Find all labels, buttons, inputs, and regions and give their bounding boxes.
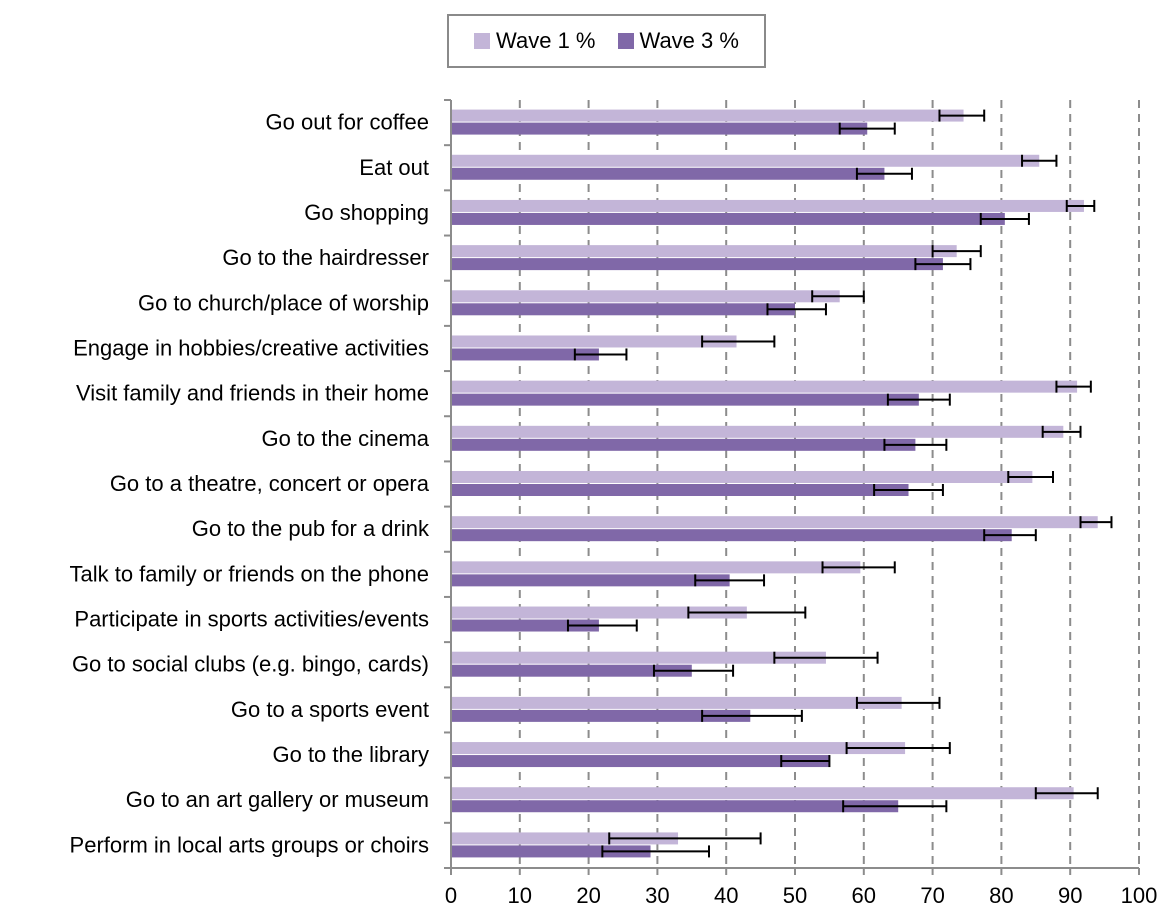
x-tick-label: 100 [1121, 883, 1158, 908]
x-tick-label: 80 [989, 883, 1013, 908]
bar-wave3 [451, 529, 1012, 542]
bar-wave1 [451, 380, 1078, 393]
category-label: Go to the library [272, 742, 429, 767]
x-tick-label: 10 [508, 883, 532, 908]
x-tick-label: 0 [445, 883, 457, 908]
bar-wave3 [451, 755, 830, 768]
category-label: Perform in local arts groups or choirs [70, 832, 429, 857]
bar-wave3 [451, 574, 730, 587]
bar-wave3 [451, 845, 651, 858]
bar-wave3 [451, 619, 599, 632]
bar-wave1 [451, 425, 1064, 438]
bar-wave3 [451, 167, 885, 180]
category-label: Go to church/place of worship [138, 290, 429, 315]
x-tick-label: 20 [576, 883, 600, 908]
category-label: Go out for coffee [266, 110, 429, 135]
bar-wave3 [451, 484, 909, 496]
x-tick-label: 30 [645, 883, 669, 908]
bar-wave3 [451, 438, 916, 451]
bar-wave3 [451, 212, 1005, 225]
bar-wave1 [451, 651, 826, 664]
category-label: Go to an art gallery or museum [126, 787, 429, 812]
legend-label-wave3: Wave 3 % [639, 28, 739, 53]
bar-wave3 [451, 348, 599, 361]
bar-wave3 [451, 258, 943, 271]
x-tick-label: 50 [783, 883, 807, 908]
x-tick-label: 70 [920, 883, 944, 908]
bar-wave1 [451, 199, 1084, 212]
category-label: Talk to family or friends on the phone [69, 561, 429, 586]
legend-swatch-wave3 [617, 33, 634, 49]
category-label: Go to the cinema [261, 426, 429, 451]
category-label: Go to social clubs (e.g. bingo, cards) [72, 652, 429, 677]
category-label: Go to a theatre, concert or opera [110, 471, 430, 496]
bar-wave1 [451, 696, 902, 709]
bar-wave3 [451, 393, 919, 406]
legend: Wave 1 % Wave 3 % [447, 14, 766, 68]
category-label: Visit family and friends in their home [76, 381, 429, 406]
bar-wave1 [451, 561, 861, 574]
bar-wave1 [451, 787, 1074, 800]
bar-wave1 [451, 290, 840, 303]
bar-wave1 [451, 335, 737, 348]
x-tick-label: 60 [852, 883, 876, 908]
category-label: Participate in sports activities/events [74, 607, 429, 632]
category-label: Engage in hobbies/creative activities [73, 335, 429, 360]
bar-wave1 [451, 109, 964, 122]
category-label: Go to a sports event [231, 697, 429, 722]
bar-wave1 [451, 471, 1033, 483]
category-label: Go to the hairdresser [222, 245, 429, 270]
bar-wave3 [451, 122, 868, 135]
legend-item-wave1: Wave 1 % [474, 28, 596, 54]
bar-wave1 [451, 742, 906, 755]
bar-wave3 [451, 800, 899, 813]
bar-wave1 [451, 245, 957, 258]
bar-wave1 [451, 832, 679, 845]
bar-wave3 [451, 709, 751, 722]
category-label: Eat out [359, 155, 429, 180]
x-tick-label: 90 [1058, 883, 1082, 908]
legend-item-wave3: Wave 3 % [617, 28, 739, 54]
bar-wave3 [451, 303, 795, 316]
category-label: Go shopping [304, 200, 429, 225]
x-tick-label: 40 [714, 883, 738, 908]
bar-wave1 [451, 606, 747, 619]
legend-swatch-wave1 [474, 33, 491, 49]
bar-wave1 [451, 516, 1098, 529]
bar-wave3 [451, 664, 692, 677]
legend-label-wave1: Wave 1 % [496, 28, 596, 53]
bar-wave1 [451, 154, 1040, 167]
category-label: Go to the pub for a drink [192, 516, 430, 541]
